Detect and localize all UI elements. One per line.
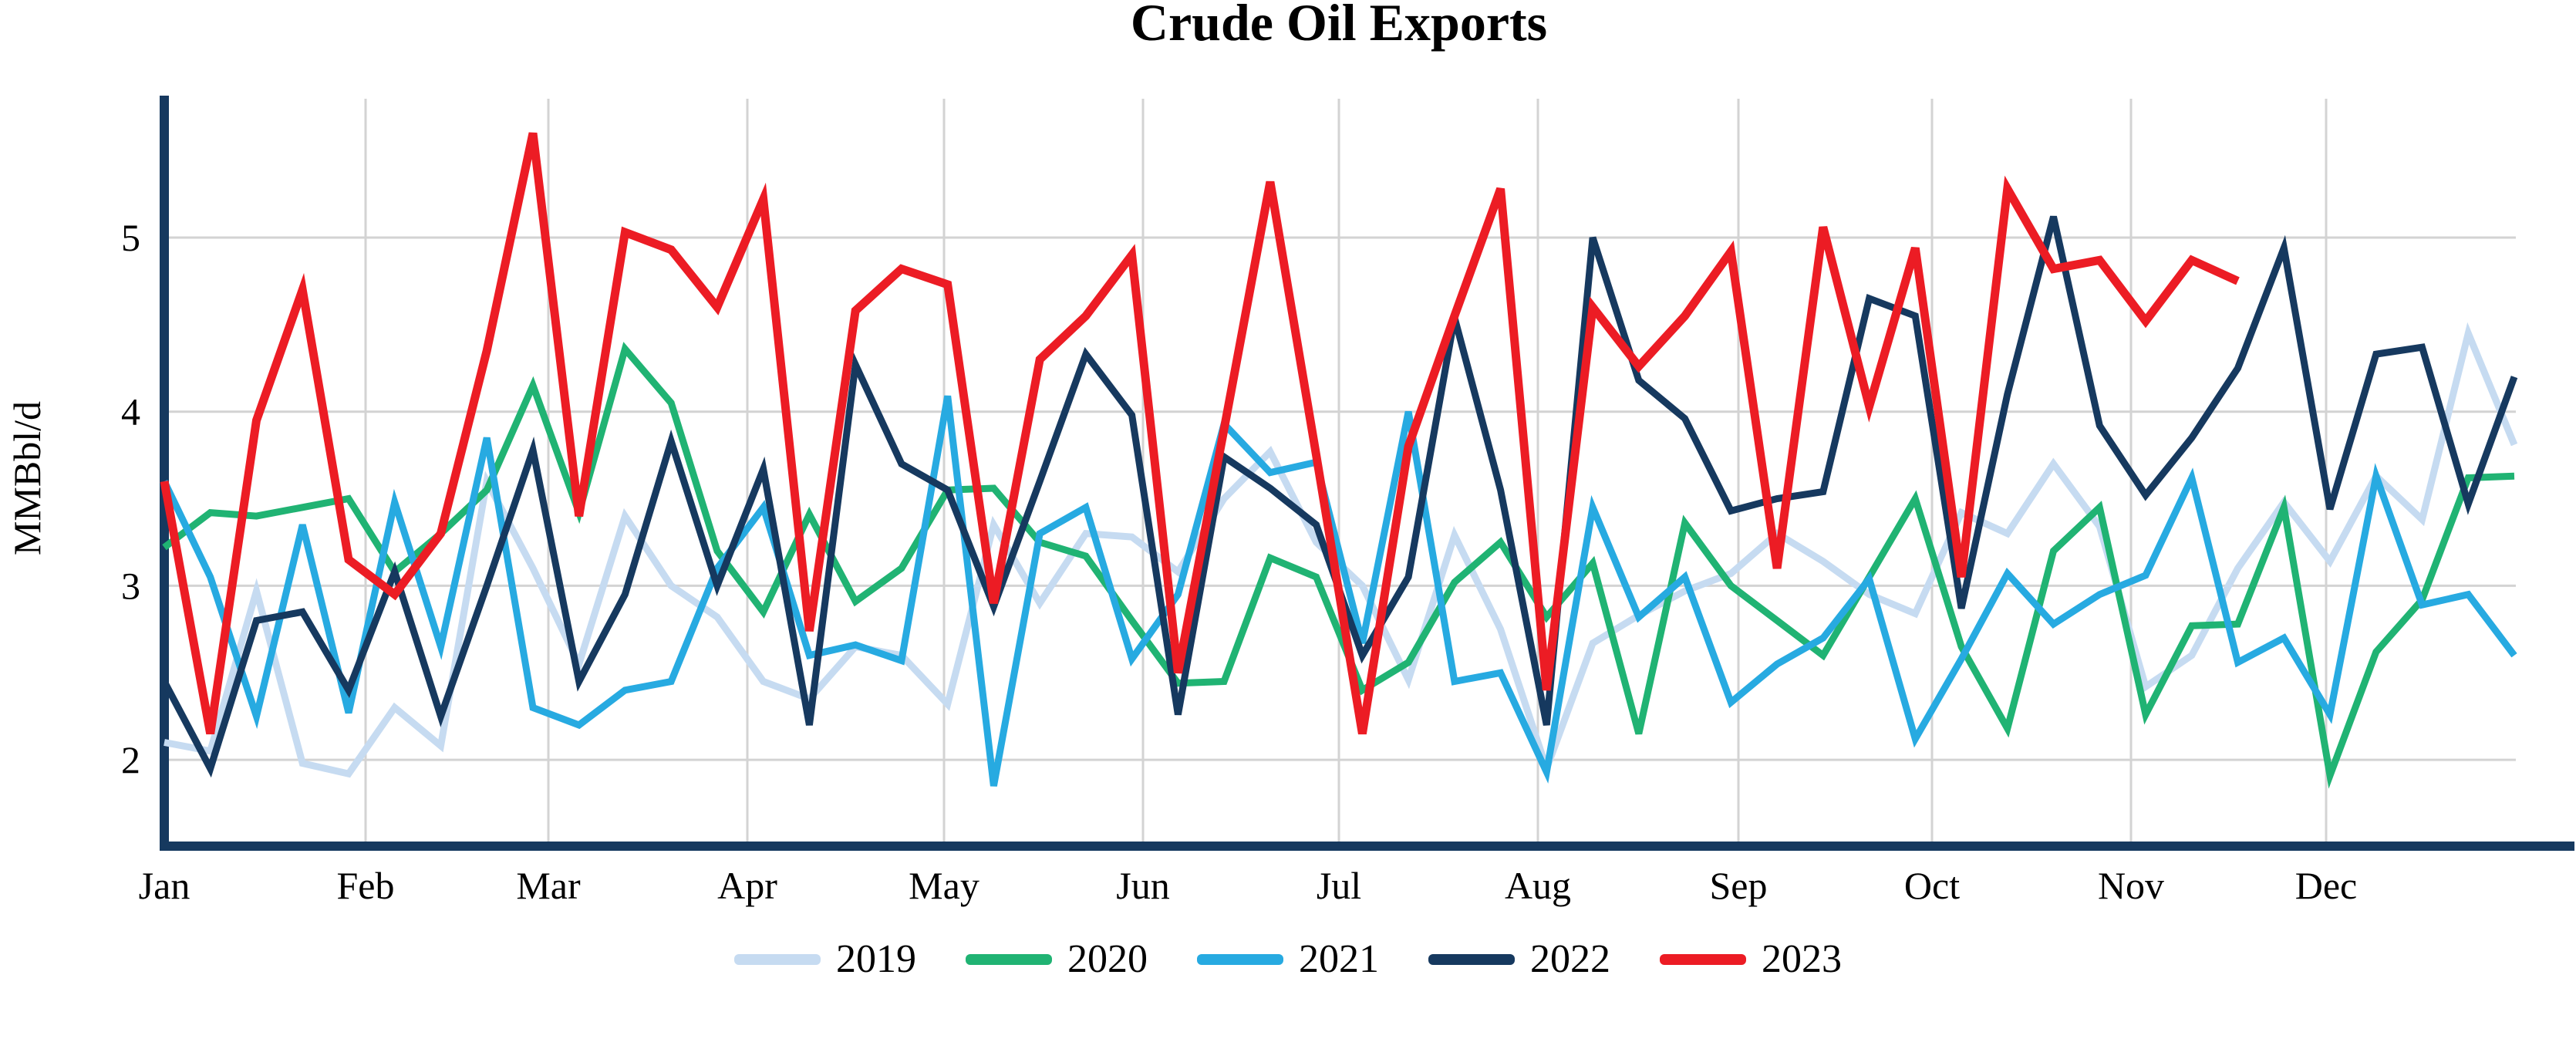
legend-swatch-2023 bbox=[1660, 954, 1746, 965]
legend-swatch-2021 bbox=[1197, 954, 1283, 965]
legend: 2019 2020 2021 2022 2023 bbox=[0, 939, 2576, 980]
legend-label-2019: 2019 bbox=[836, 937, 916, 981]
legend-swatch-2019 bbox=[734, 954, 821, 965]
legend-item-2019: 2019 bbox=[734, 939, 916, 980]
x-tick-labels: Jan Feb Mar Apr May Jun Jul Aug Sep Oct Nov Dec bbox=[139, 864, 2358, 907]
legend-item-2022: 2022 bbox=[1428, 939, 1610, 980]
x-tick-label-Apr: Apr bbox=[717, 864, 777, 907]
y-axis-spine bbox=[160, 96, 169, 851]
x-tick-label-Aug: Aug bbox=[1505, 864, 1571, 907]
y-tick-labels: 2 3 4 5 bbox=[121, 216, 140, 781]
chart-title: Crude Oil Exports bbox=[1131, 0, 1547, 52]
x-tick-label-Nov: Nov bbox=[2098, 864, 2164, 907]
x-tick-label-Feb: Feb bbox=[337, 864, 395, 907]
x-tick-label-Jun: Jun bbox=[1116, 864, 1169, 907]
legend-label-2020: 2020 bbox=[1067, 937, 1148, 981]
y-tick-label-5: 5 bbox=[121, 216, 140, 259]
legend-item-2020: 2020 bbox=[966, 939, 1148, 980]
y-tick-label-2: 2 bbox=[121, 738, 140, 781]
legend-item-2021: 2021 bbox=[1197, 939, 1379, 980]
series-line-2020 bbox=[162, 342, 2515, 789]
x-tick-label-Jul: Jul bbox=[1317, 864, 1361, 907]
legend-swatch-2020 bbox=[966, 954, 1052, 965]
x-tick-label-Mar: Mar bbox=[516, 864, 581, 907]
x-tick-label-Dec: Dec bbox=[2295, 864, 2358, 907]
legend-item-2023: 2023 bbox=[1660, 939, 1842, 980]
y-tick-label-3: 3 bbox=[121, 564, 140, 607]
x-axis-spine bbox=[160, 842, 2574, 851]
x-tick-label-Sep: Sep bbox=[1710, 864, 1768, 907]
legend-swatch-2022 bbox=[1428, 954, 1515, 965]
x-tick-label-May: May bbox=[909, 864, 979, 907]
series-line-2023 bbox=[160, 132, 2240, 735]
series-lines bbox=[160, 132, 2518, 789]
legend-label-2023: 2023 bbox=[1762, 937, 1842, 981]
legend-label-2022: 2022 bbox=[1530, 937, 1610, 981]
y-axis-title: MMBbl/d bbox=[5, 401, 49, 555]
y-tick-label-4: 4 bbox=[121, 390, 140, 433]
series-line-2021 bbox=[160, 395, 2517, 787]
x-tick-label-Jan: Jan bbox=[139, 864, 191, 907]
x-tick-label-Oct: Oct bbox=[1904, 864, 1960, 907]
legend-label-2021: 2021 bbox=[1299, 937, 1379, 981]
